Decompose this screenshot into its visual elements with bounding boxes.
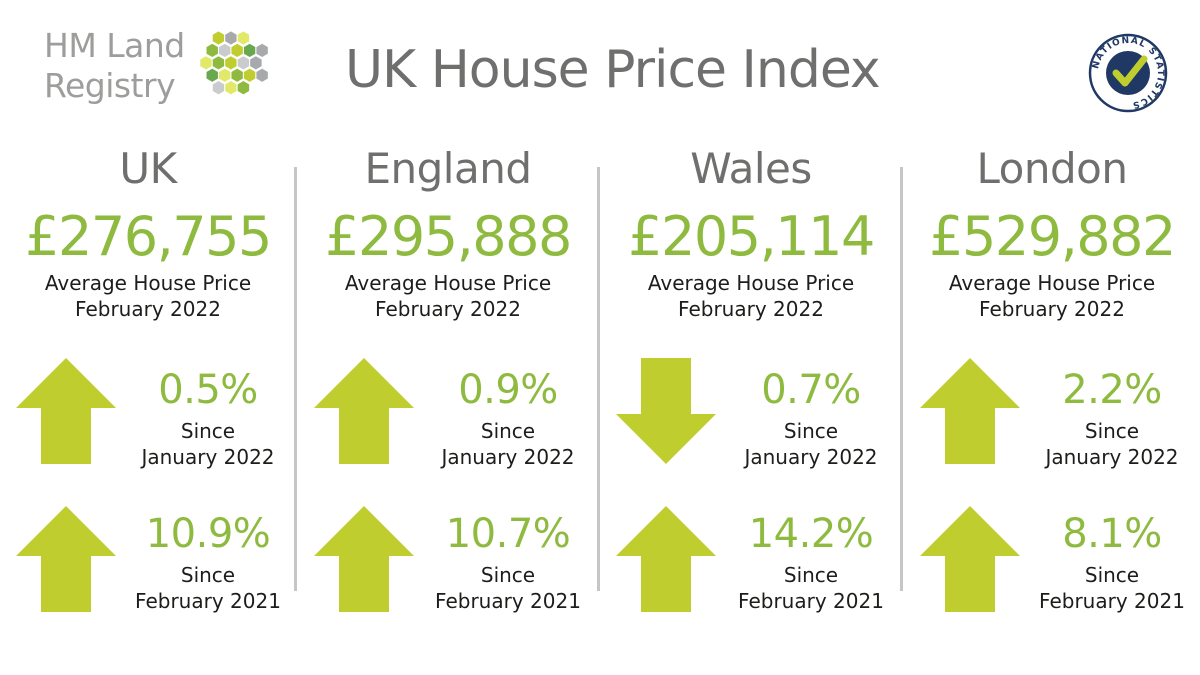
annual-period: February 2021 [738,589,884,613]
monthly-since-label: Since [1084,419,1140,443]
price-date: February 2022 [979,297,1125,321]
price-date: February 2022 [375,297,521,321]
annual-since-label: Since [1084,563,1140,587]
national-statistics-badge-icon: NATIONAL STATISTICS [1088,33,1168,113]
annual-change: 14.2% Since February 2021 [720,510,902,614]
logo-hexagon [255,67,269,84]
region-column-england: England £295,888 Average House Price Feb… [298,140,598,640]
annual-period: February 2021 [1039,589,1185,613]
monthly-change: 0.9% Since January 2022 [418,366,598,470]
page-title: UK House Price Index [345,40,881,100]
logo-hexagon [205,42,219,59]
average-price: £276,755 [25,205,272,268]
annual-change: 8.1% Since February 2021 [1024,510,1200,614]
monthly-period: January 2022 [744,445,878,469]
logo-hexagon [211,79,226,96]
annual-period: February 2021 [135,589,281,613]
logo-hexagon [255,42,269,59]
arrow-down-icon [614,356,718,466]
logo-line-2: Registry [44,66,176,105]
region-column-london: London £529,882 Average House Price Febr… [904,140,1200,640]
average-price: £205,114 [628,205,875,268]
annual-since-label: Since [480,563,536,587]
annual-since-label: Since [180,563,236,587]
arrow-up-icon [312,356,416,466]
price-caption: Average House Price [647,271,855,295]
region-column-wales: Wales £205,114 Average House Price Febru… [600,140,902,640]
annual-change: 10.7% Since February 2021 [418,510,598,614]
logo-hexagon [211,30,226,46]
price-caption: Average House Price [344,271,552,295]
arrow-up-icon [14,504,118,614]
logo-hexagon [205,67,219,84]
arrow-up-icon [312,504,416,614]
monthly-period: January 2022 [441,445,575,469]
price-caption: Average House Price [948,271,1156,295]
logo-hexagon [230,42,244,59]
monthly-change-percent: 0.7% [761,367,861,413]
monthly-change-percent: 2.2% [1062,367,1162,413]
logo-hexagon [217,67,232,84]
logo-hexagon [242,67,257,84]
region-column-uk: UK £276,755 Average House Price February… [0,140,296,640]
monthly-change: 2.2% Since January 2022 [1024,366,1200,470]
monthly-since-label: Since [480,419,536,443]
annual-change-percent: 14.2% [748,511,874,557]
annual-since-label: Since [783,563,839,587]
annual-change-percent: 10.9% [145,511,271,557]
column-divider [294,167,297,591]
column-divider [597,167,600,591]
logo-hexagon [236,30,251,46]
logo-hexagon [224,79,238,96]
average-price: £529,882 [929,205,1176,268]
monthly-change-percent: 0.9% [458,367,558,413]
monthly-change-percent: 0.5% [158,367,258,413]
arrow-up-icon [918,504,1022,614]
monthly-since-label: Since [783,419,839,443]
price-date: February 2022 [678,297,824,321]
monthly-period: January 2022 [141,445,275,469]
logo-hexagon [217,42,232,59]
annual-change-percent: 8.1% [1062,511,1162,557]
logo-hexagon [211,55,226,71]
average-price: £295,888 [325,205,572,268]
arrow-up-icon [14,356,118,466]
logo-hexagon [230,67,244,84]
logo-hexagon [249,55,263,71]
arrow-up-icon [614,504,718,614]
monthly-change: 0.5% Since January 2022 [120,366,296,470]
monthly-since-label: Since [180,419,236,443]
arrow-up-icon [918,356,1022,466]
region-name: UK [119,144,177,193]
region-name: England [364,144,532,193]
region-name: Wales [690,144,812,193]
column-divider [900,167,903,591]
price-caption: Average House Price [44,271,252,295]
logo-hexagon [236,55,251,71]
price-date: February 2022 [75,297,221,321]
monthly-change: 0.7% Since January 2022 [720,366,902,470]
annual-change-percent: 10.7% [445,511,571,557]
logo-hexagon [236,79,251,96]
logo-hexagon [224,30,238,46]
region-name: London [976,144,1128,193]
annual-period: February 2021 [435,589,581,613]
logo-hexagon [199,55,213,71]
logo-line-1: HM Land [44,26,185,65]
annual-change: 10.9% Since February 2021 [120,510,296,614]
logo-hexagon [242,42,257,59]
monthly-period: January 2022 [1045,445,1179,469]
logo-hexagon [224,55,238,71]
hexagon-logo-icon [199,30,269,96]
hm-land-registry-logo-text: HM Land Registry [44,26,185,106]
